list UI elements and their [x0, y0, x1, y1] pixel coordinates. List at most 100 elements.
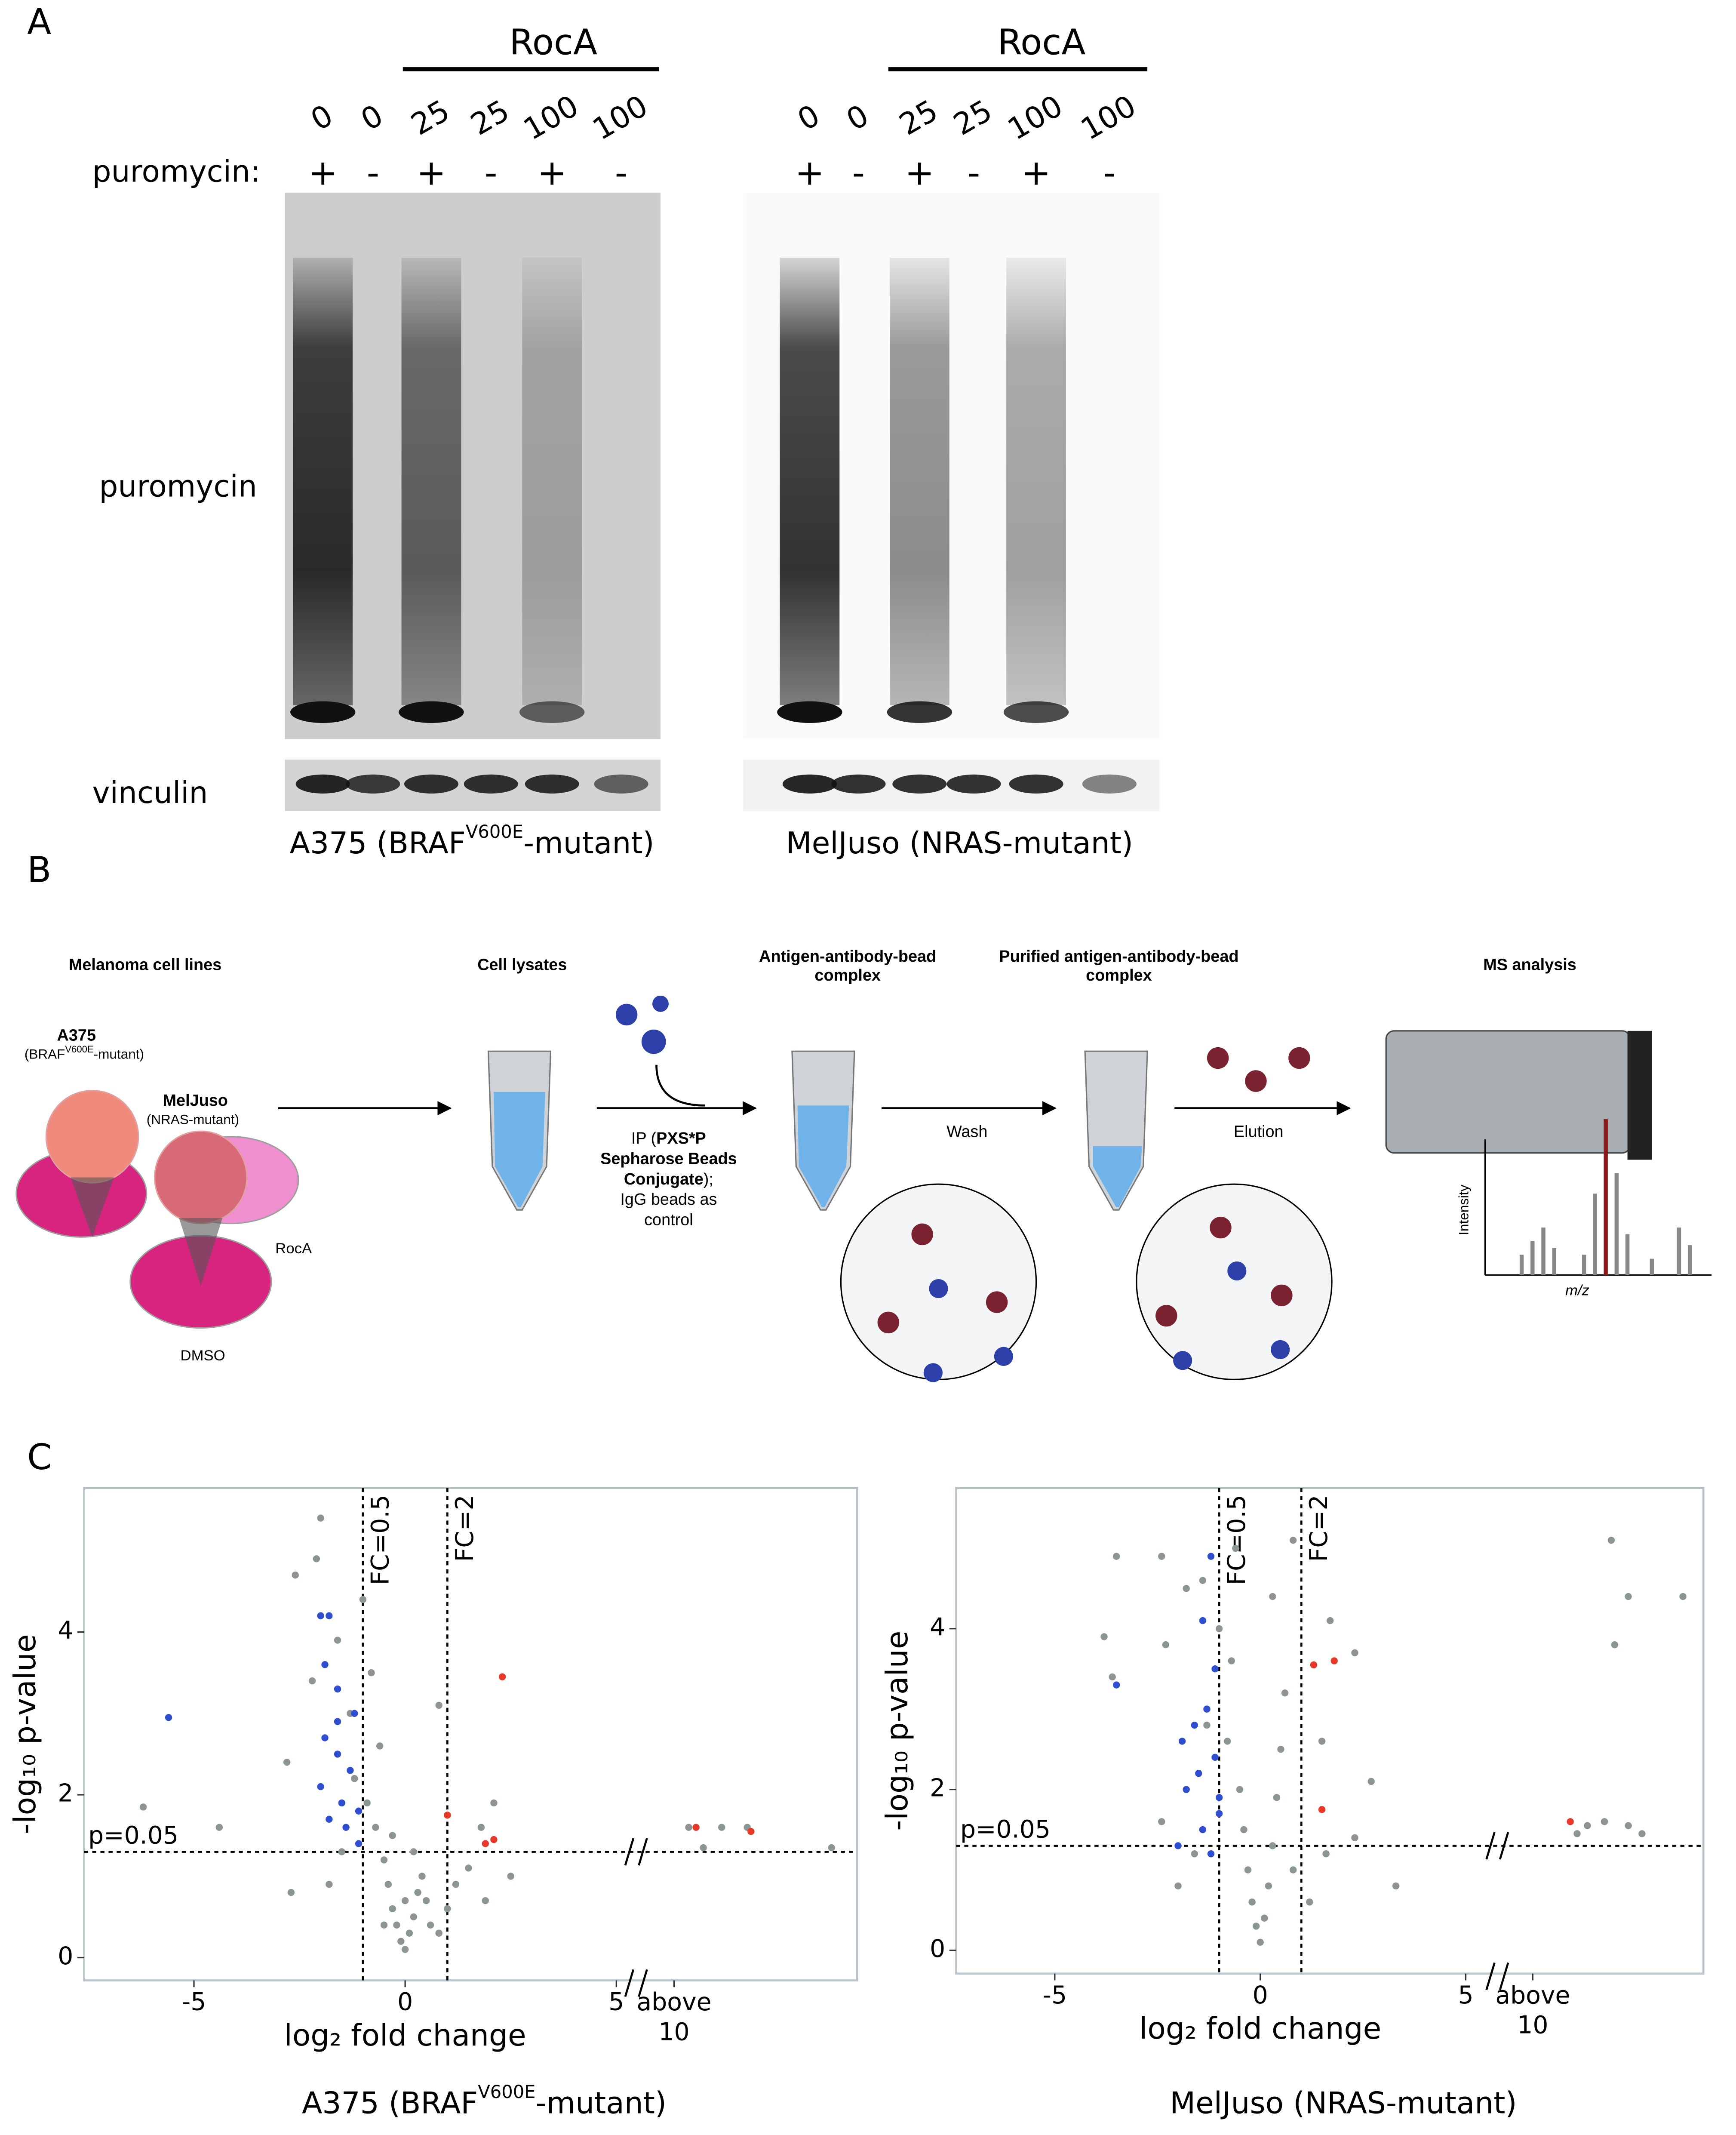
x-tick-label: above 10 — [1495, 1981, 1570, 2039]
step-title: MS analysis — [1483, 956, 1576, 974]
data-point — [1567, 1818, 1574, 1825]
liquid — [797, 1105, 849, 1207]
data-point — [1113, 1681, 1120, 1689]
step-title-box: Antigen-antibody-bead complex — [759, 947, 937, 985]
puromycin-sign: - — [1103, 152, 1116, 193]
data-point — [376, 1742, 384, 1750]
spectrum-peaks — [1519, 1173, 1692, 1275]
treatment-label: RocA — [510, 22, 598, 63]
lane-smear — [401, 258, 461, 705]
data-point — [1584, 1822, 1591, 1829]
puromycin-sign: + — [308, 152, 338, 193]
data-point — [355, 1807, 363, 1815]
data-point — [1211, 1754, 1219, 1761]
x-tick-label: 5 — [1458, 1981, 1473, 2009]
data-point — [287, 1889, 295, 1896]
data-point — [1392, 1882, 1400, 1890]
text-part: PXS*P — [656, 1129, 706, 1147]
cone — [71, 1177, 114, 1237]
data-point — [482, 1897, 489, 1904]
y-tick-label: 0 — [930, 1935, 945, 1963]
superscript: V600E — [65, 1044, 93, 1055]
puromycin-sign: - — [485, 152, 498, 193]
step-title: Purified antigen-antibody-bead complex — [999, 947, 1239, 985]
data-point — [380, 1921, 388, 1929]
data-point — [1191, 1721, 1198, 1729]
step-title: Antigen-antibody-bead complex — [759, 947, 937, 985]
data-point — [1273, 1794, 1281, 1801]
data-point — [334, 1637, 341, 1644]
text-part: (BRAF — [25, 1046, 65, 1062]
y-tick-label: 2 — [58, 1779, 73, 1808]
data-point — [1199, 1826, 1207, 1834]
data-point — [1601, 1818, 1608, 1825]
data-point — [1158, 1553, 1165, 1560]
superscript: V600E — [478, 2081, 535, 2102]
vinculin-band — [782, 774, 837, 794]
data-point — [1183, 1786, 1190, 1793]
data-point — [1158, 1818, 1165, 1825]
dose-label: 0 — [841, 98, 874, 137]
data-point — [828, 1844, 835, 1852]
data-point — [165, 1714, 172, 1721]
data-point — [1236, 1786, 1244, 1793]
data-point — [1174, 1882, 1182, 1890]
vinculin-band — [946, 774, 1001, 794]
data-point — [384, 1880, 392, 1888]
ms-panel — [1627, 1031, 1652, 1160]
puromycin-sign: + — [417, 152, 446, 193]
data-point — [1232, 1544, 1239, 1552]
data-point — [406, 1929, 413, 1937]
data-point — [1289, 1866, 1297, 1874]
data-point — [1228, 1657, 1235, 1664]
cell-line: MelJuso — [163, 1092, 228, 1110]
data-point — [317, 1783, 324, 1790]
x-tick-label: 0 — [397, 1988, 413, 2016]
data-point — [321, 1734, 329, 1741]
data-point — [1281, 1689, 1289, 1697]
data-point — [1183, 1585, 1190, 1592]
antigens — [877, 1047, 1310, 1334]
data-point — [1203, 1705, 1211, 1713]
vinculin-band — [525, 774, 579, 794]
data-point — [1252, 1923, 1260, 1930]
data-point — [363, 1799, 371, 1807]
row-label: puromycin: — [92, 155, 261, 189]
vinculin-band — [1082, 774, 1137, 794]
bead — [641, 1029, 666, 1054]
data-point — [1203, 1721, 1211, 1729]
cone — [179, 1218, 223, 1286]
lane-smear — [780, 258, 840, 705]
x-axis-label: log₂ fold change — [284, 2018, 526, 2053]
dose-label: 25 — [894, 93, 943, 142]
dish-label: DMSO — [181, 1347, 225, 1364]
data-point — [452, 1880, 460, 1888]
data-point — [321, 1661, 329, 1668]
liquid — [494, 1092, 545, 1207]
data-point — [1257, 1938, 1264, 1946]
lane-band — [777, 701, 842, 723]
data-point — [215, 1824, 223, 1831]
data-point — [368, 1669, 375, 1677]
data-point — [372, 1824, 379, 1831]
label-line: above — [636, 1988, 711, 2016]
axis-label: m/z — [1565, 1283, 1589, 1299]
data-point — [718, 1824, 725, 1831]
plot-frame — [955, 1487, 1705, 1975]
data-point — [700, 1844, 707, 1852]
y-tick-label: 4 — [58, 1616, 73, 1645]
lane-band — [519, 701, 585, 723]
beads — [923, 1261, 1290, 1382]
data-point — [1310, 1661, 1318, 1669]
data-point — [338, 1799, 345, 1807]
data-point — [1113, 1553, 1120, 1560]
data-point — [1199, 1617, 1207, 1624]
y-tick-label: 2 — [930, 1774, 945, 1802]
text-part: A375 (BRAF — [302, 2086, 478, 2121]
arrow-curve — [655, 1064, 706, 1107]
data-point — [418, 1873, 426, 1880]
